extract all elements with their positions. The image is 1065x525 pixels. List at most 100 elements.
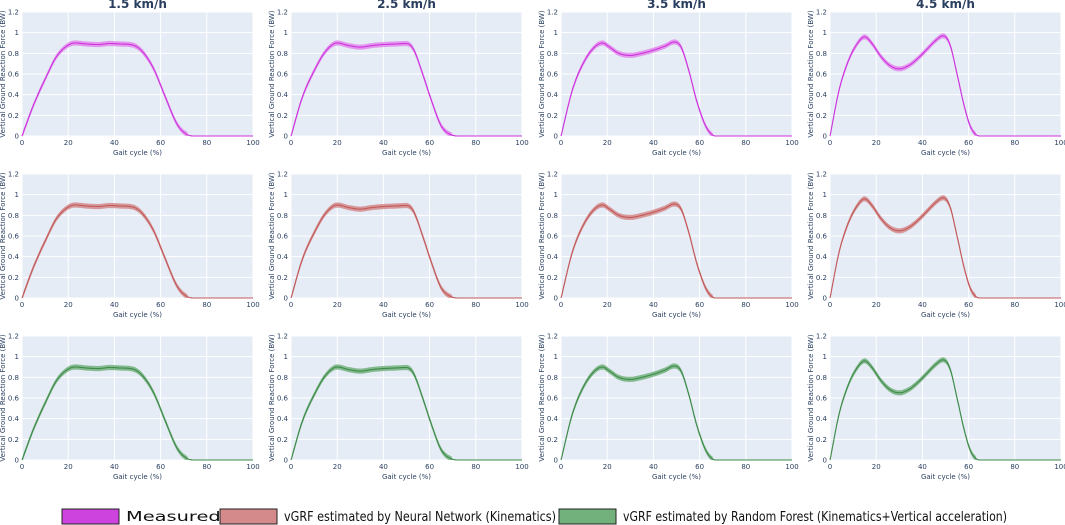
x-tick-label: 60 bbox=[156, 301, 165, 309]
y-tick-label: 1 bbox=[15, 29, 19, 37]
y-tick-label: 0.6 bbox=[547, 395, 559, 403]
y-tick-label: 1 bbox=[554, 191, 558, 199]
legend-swatch bbox=[558, 508, 617, 525]
x-tick-label: 40 bbox=[379, 463, 388, 471]
y-tick-label: 0 bbox=[823, 295, 827, 303]
x-tick-label: 100 bbox=[785, 139, 798, 147]
x-tick-label: 40 bbox=[379, 139, 388, 147]
x-tick-label: 20 bbox=[64, 463, 73, 471]
x-tick-label: 0 bbox=[289, 301, 293, 309]
x-tick-label: 0 bbox=[559, 463, 563, 471]
y-tick-label: 0.2 bbox=[816, 436, 827, 444]
y-tick-label: 0 bbox=[15, 133, 19, 141]
y-tick-label: 0 bbox=[284, 295, 288, 303]
column-title: 1.5 km/h bbox=[108, 0, 167, 11]
y-axis-label: Vertical Ground Reaction Force (BW) bbox=[807, 172, 815, 299]
y-tick-label: 1 bbox=[15, 353, 19, 361]
y-tick-label: 0.6 bbox=[547, 71, 559, 79]
x-axis-label: Gait cycle (%) bbox=[113, 473, 162, 481]
y-tick-label: 0.4 bbox=[547, 253, 559, 261]
y-tick-label: 1 bbox=[823, 353, 827, 361]
x-tick-label: 80 bbox=[471, 301, 480, 309]
y-tick-label: 0.6 bbox=[547, 233, 559, 241]
y-tick-label: 1.2 bbox=[547, 333, 558, 341]
y-tick-label: 0.6 bbox=[8, 71, 20, 79]
x-tick-label: 60 bbox=[964, 139, 973, 147]
x-tick-label: 40 bbox=[918, 463, 927, 471]
subplot: 0 0.2 0.4 0.6 0.8 1 1.2 0 20 40 60 80 100 Gait cycle … bbox=[0, 333, 260, 482]
y-tick-label: 0.8 bbox=[277, 50, 288, 58]
subplot: 0 0.2 0.4 0.6 0.8 1 1.2 0 20 40 60 80 100 Gait cycle … bbox=[268, 171, 529, 320]
series-line bbox=[21, 366, 253, 461]
x-tick-label: 100 bbox=[785, 463, 798, 471]
y-tick-label: 0.4 bbox=[277, 253, 289, 261]
x-tick-label: 20 bbox=[64, 139, 73, 147]
y-tick-label: 0.8 bbox=[277, 374, 288, 382]
x-axis-label: Gait cycle (%) bbox=[382, 473, 431, 481]
x-tick-label: 0 bbox=[20, 301, 24, 309]
column-title: 4.5 km/h bbox=[916, 0, 975, 11]
y-axis-label: Vertical Ground Reaction Force (BW) bbox=[538, 334, 546, 461]
x-tick-label: 80 bbox=[1010, 139, 1019, 147]
x-tick-label: 40 bbox=[110, 139, 119, 147]
y-tick-label: 0.4 bbox=[816, 415, 828, 423]
x-axis-label: Gait cycle (%) bbox=[113, 149, 162, 157]
x-tick-label: 20 bbox=[603, 463, 612, 471]
y-tick-label: 0 bbox=[554, 457, 558, 465]
y-tick-label: 0.2 bbox=[816, 112, 827, 120]
y-axis-label: Vertical Ground Reaction Force (BW) bbox=[268, 172, 276, 299]
x-tick-label: 100 bbox=[246, 139, 259, 147]
x-tick-label: 40 bbox=[649, 139, 658, 147]
y-tick-label: 0.8 bbox=[547, 212, 558, 220]
y-tick-label: 1 bbox=[284, 29, 288, 37]
y-tick-label: 0.2 bbox=[547, 112, 558, 120]
y-tick-label: 0 bbox=[15, 457, 19, 465]
y-tick-label: 0.4 bbox=[8, 91, 20, 99]
y-axis-label: Vertical Ground Reaction Force (BW) bbox=[0, 172, 7, 299]
series-line bbox=[560, 365, 792, 461]
y-tick-label: 0 bbox=[284, 133, 288, 141]
series-line bbox=[290, 42, 522, 137]
x-tick-label: 60 bbox=[695, 463, 704, 471]
y-tick-label: 0.6 bbox=[816, 233, 828, 241]
y-tick-label: 0.4 bbox=[816, 91, 828, 99]
subplot: 0 0.2 0.4 0.6 0.8 1 1.2 0 20 40 60 80 100 Gait cycle … bbox=[807, 171, 1065, 320]
x-tick-label: 40 bbox=[649, 301, 658, 309]
y-tick-label: 0.4 bbox=[816, 253, 828, 261]
x-axis-label: Gait cycle (%) bbox=[921, 311, 970, 319]
y-tick-label: 0.8 bbox=[816, 50, 827, 58]
series-line bbox=[21, 204, 253, 299]
x-tick-label: 40 bbox=[649, 463, 658, 471]
x-tick-label: 80 bbox=[202, 139, 211, 147]
y-tick-label: 0.8 bbox=[816, 212, 827, 220]
x-tick-label: 100 bbox=[515, 301, 528, 309]
x-tick-label: 60 bbox=[156, 139, 165, 147]
y-tick-label: 1 bbox=[554, 29, 558, 37]
y-tick-label: 0.6 bbox=[816, 395, 828, 403]
y-tick-label: 0.4 bbox=[277, 91, 289, 99]
y-tick-label: 0.6 bbox=[277, 71, 289, 79]
legend: Measured vGRF vGRF estimated by Neural Ne… bbox=[61, 508, 1007, 525]
x-tick-label: 20 bbox=[333, 301, 342, 309]
subplot: 0 0.2 0.4 0.6 0.8 1 1.2 0 20 40 60 80 100 Gait cycle … bbox=[538, 171, 799, 320]
y-tick-label: 1.2 bbox=[8, 9, 19, 17]
y-tick-label: 0.8 bbox=[547, 374, 558, 382]
x-tick-label: 0 bbox=[828, 463, 832, 471]
x-tick-label: 60 bbox=[425, 301, 434, 309]
y-tick-label: 1 bbox=[15, 191, 19, 199]
y-tick-label: 1.2 bbox=[816, 171, 827, 179]
y-tick-label: 1.2 bbox=[816, 9, 827, 17]
y-tick-label: 0.6 bbox=[8, 395, 20, 403]
y-axis-label: Vertical Ground Reaction Force (BW) bbox=[268, 334, 276, 461]
x-tick-label: 40 bbox=[110, 463, 119, 471]
y-tick-label: 0.8 bbox=[8, 50, 19, 58]
x-tick-label: 100 bbox=[1054, 301, 1065, 309]
y-tick-label: 1.2 bbox=[277, 9, 288, 17]
y-tick-label: 1 bbox=[284, 191, 288, 199]
y-tick-label: 0.8 bbox=[816, 374, 827, 382]
y-tick-label: 0 bbox=[284, 457, 288, 465]
y-tick-label: 1 bbox=[284, 353, 288, 361]
x-tick-label: 60 bbox=[425, 139, 434, 147]
y-tick-label: 0 bbox=[823, 133, 827, 141]
y-tick-label: 0.8 bbox=[8, 374, 19, 382]
